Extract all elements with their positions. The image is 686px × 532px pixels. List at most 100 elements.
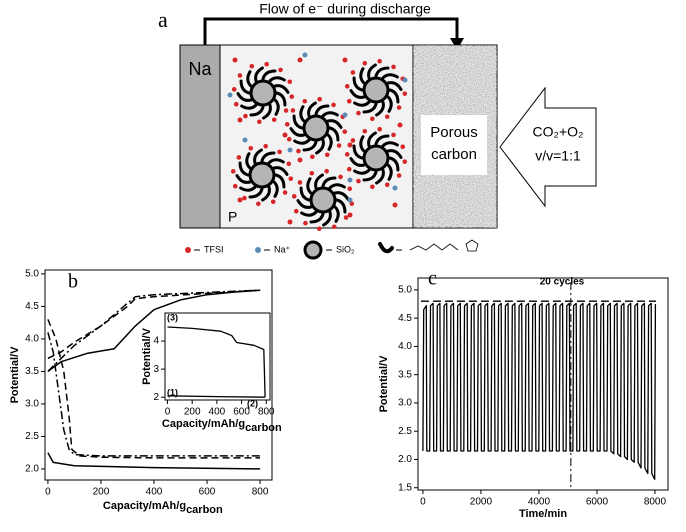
chain	[322, 210, 332, 227]
molecule-ring	[465, 239, 479, 252]
anion	[287, 79, 293, 85]
line-series	[47, 319, 261, 459]
anion	[256, 201, 261, 207]
chain	[273, 98, 280, 116]
x-tick-label: 4000	[528, 497, 551, 508]
chain	[386, 95, 393, 113]
chain	[315, 138, 325, 155]
anion	[391, 64, 396, 70]
anion	[237, 197, 243, 203]
anion	[231, 87, 237, 92]
anion	[297, 157, 303, 163]
x-tick-label: 8000	[644, 497, 667, 508]
anion	[402, 91, 408, 96]
chain	[267, 158, 285, 165]
silica	[362, 144, 390, 172]
legend-chain	[378, 242, 394, 254]
y-tick-label: 2	[153, 392, 159, 403]
chain	[367, 131, 377, 148]
chain	[374, 134, 390, 146]
anion	[278, 67, 283, 73]
chain	[359, 67, 366, 85]
anion	[271, 117, 277, 123]
y-tick-label: 5.0	[398, 285, 412, 296]
line-series	[47, 332, 261, 457]
chain	[374, 66, 390, 78]
silica	[309, 186, 337, 214]
x-tick-label: 600	[199, 487, 216, 498]
anion	[297, 180, 303, 185]
cathode-label: Porous	[430, 124, 478, 141]
x-tick-label: 800	[252, 487, 269, 498]
anion	[347, 142, 353, 148]
y-tick-label: 2.5	[25, 431, 39, 442]
anion	[392, 202, 398, 208]
anion	[296, 148, 301, 154]
anion	[370, 116, 375, 122]
chain	[249, 105, 265, 117]
x-axis-label: Time/min	[519, 508, 567, 520]
chain	[254, 66, 264, 83]
anion	[236, 155, 242, 160]
legend-label: SiO₂	[336, 244, 355, 254]
plot-frame	[417, 277, 669, 491]
chain	[381, 73, 399, 80]
y-tick-label: 1.5	[398, 482, 412, 493]
chain	[261, 69, 277, 81]
anion	[342, 57, 348, 63]
x-tick-label: 600	[233, 407, 250, 418]
cation	[347, 197, 353, 203]
chart-inset: 2 3 4 0 200 400 600 800 Capacity/mAh/g carbon Pote…	[141, 312, 282, 434]
y-tick-label: 3.5	[25, 366, 39, 377]
chain	[248, 187, 264, 199]
chain	[302, 140, 318, 152]
y-tick-label: 4	[153, 336, 159, 347]
y-tick-label: 2.5	[398, 426, 412, 437]
silica	[362, 76, 390, 104]
line-series	[167, 326, 266, 398]
anion	[302, 98, 308, 104]
x-tick-label: 400	[146, 487, 163, 498]
anion	[317, 96, 322, 102]
anode	[179, 44, 221, 229]
chain	[335, 198, 347, 214]
legend-label: TFSI	[204, 244, 224, 254]
anion	[324, 168, 329, 174]
line-series	[47, 452, 261, 470]
anion	[232, 57, 238, 63]
anion	[350, 138, 356, 143]
anion	[237, 73, 243, 78]
y-axis-label: Potential/V	[141, 327, 153, 385]
anion	[282, 190, 288, 195]
anion	[286, 136, 292, 142]
particles	[227, 52, 408, 232]
anion	[286, 161, 292, 167]
x-tick-label: 0	[420, 497, 426, 508]
chain	[245, 152, 252, 170]
anion	[377, 58, 382, 64]
electron-path	[203, 17, 459, 45]
anion	[291, 194, 297, 199]
chain	[386, 149, 403, 159]
chain	[289, 127, 306, 137]
x-tick-label: 2000	[470, 497, 493, 508]
chain	[353, 168, 371, 175]
y-axis-label: Potential/V	[378, 355, 390, 413]
x-axis-label-sub: carbon	[245, 422, 282, 434]
electrolyte-label: P	[228, 209, 237, 225]
anion	[331, 224, 337, 230]
chain	[246, 70, 253, 88]
y-tick-label: 4.5	[398, 313, 412, 324]
silica	[249, 79, 277, 107]
anion	[282, 132, 288, 138]
anion	[343, 215, 349, 220]
annotation: (1)	[167, 387, 178, 397]
anion	[230, 169, 236, 174]
chain	[362, 170, 378, 182]
x-axis-label: Capacity/mAh/g	[162, 418, 245, 430]
anion	[347, 186, 353, 192]
anion	[362, 60, 368, 66]
anion	[283, 108, 289, 113]
chain	[307, 101, 317, 118]
